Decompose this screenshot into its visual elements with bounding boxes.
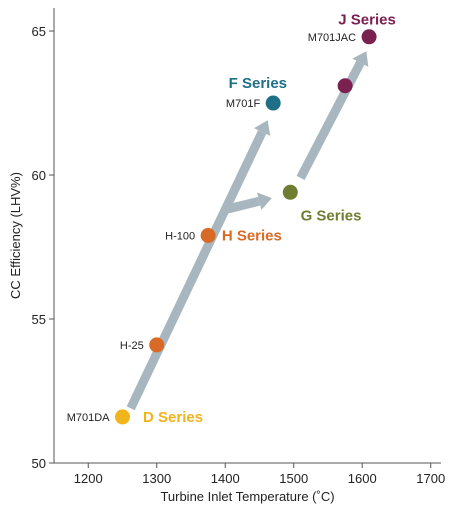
data-point-m701da [114,409,130,425]
x-tick-label: 1400 [211,471,240,486]
arrow-head-j-series [352,51,369,67]
axes [53,8,441,464]
arrow-to-f-series [126,130,267,411]
series-label-f-series: F Series [229,75,287,92]
point-label-m701jac: M701JAC [308,32,356,44]
y-tick-label: 50 [32,456,46,471]
data-point-g-series [282,184,298,200]
data-point-h-25 [149,337,165,353]
series-label-h-series: H Series [222,228,282,245]
x-tick-label: 1500 [279,471,308,486]
points-layer [114,29,377,425]
labels-layer: M701DA H-25 H-100 M701F M701JAC D Series H Ser… [67,12,396,426]
data-point-m701f [265,95,281,111]
ticks-layer: 1200 1300 1400 1500 1600 1700 50 55 60 65 [32,24,446,486]
point-label-h-25: H-25 [120,340,144,352]
arrow-to-j-series [296,60,365,180]
arrow-head-g-series [257,192,272,210]
y-tick-label: 55 [32,312,46,327]
series-label-j-series: J Series [338,12,396,29]
series-label-d-series: D Series [143,409,203,426]
data-point-m701jac [361,29,377,45]
x-tick-label: 1600 [348,471,377,486]
y-tick-label: 60 [32,168,46,183]
data-point-h-100 [200,228,216,243]
point-label-h-100: H-100 [165,231,195,243]
x-tick-label: 1700 [416,471,445,486]
data-point-j-series [337,78,353,94]
point-label-m701da: M701DA [67,412,110,424]
series-label-g-series: G Series [301,207,362,224]
arrow-head-f-series [253,120,271,136]
x-tick-label: 1200 [74,471,103,486]
y-tick-label: 65 [32,24,46,39]
y-axis-title: CC Efficiency (LHV%) [8,172,23,299]
arrow-to-g-series [224,196,261,214]
x-axis-title: Turbine Inlet Temperature (˚C) [160,489,334,504]
x-tick-label: 1300 [142,471,171,486]
point-label-m701f: M701F [226,98,261,110]
